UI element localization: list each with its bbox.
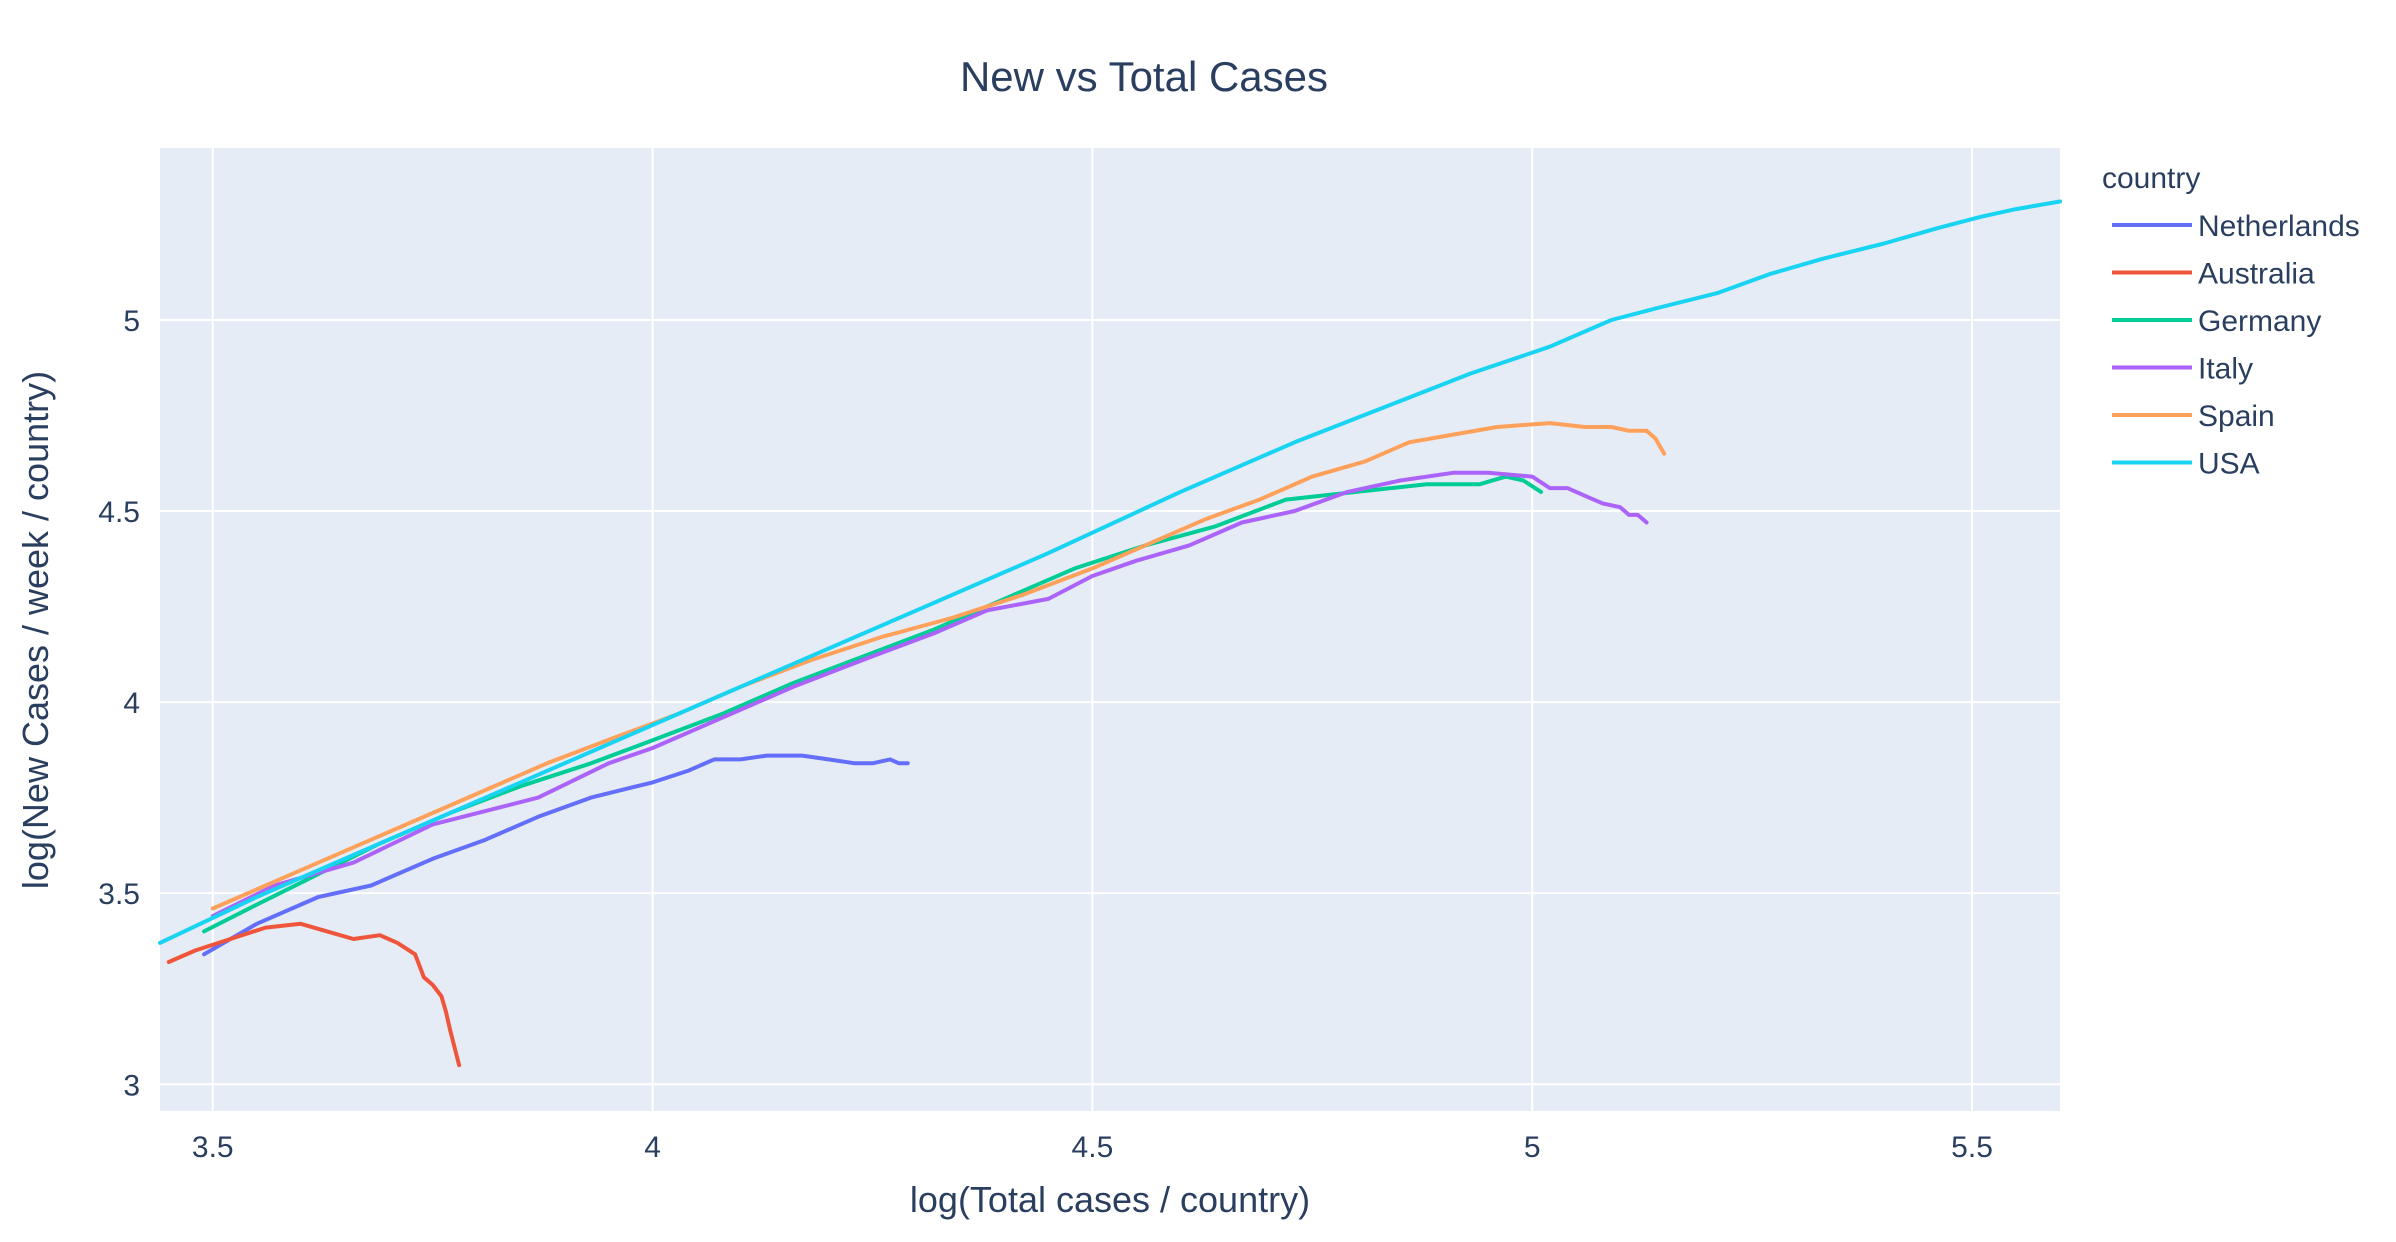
legend-label: Spain [2198,400,2275,433]
legend: country Netherlands Australia Germany Italy… [2102,162,2360,481]
series-line-australia [166,921,462,1068]
legend-item-germany[interactable]: Germany [2112,305,2321,338]
plot-area [160,148,2060,1111]
y-tick-label: 5 [123,305,140,338]
tick-labels: 3.5 4 4.5 5 5.5 3 3.5 4 4.5 5 [98,305,1993,1164]
x-tick-label: 5 [1524,1131,1541,1164]
gridlines [160,148,2060,1111]
legend-label: Australia [2198,258,2315,291]
y-tick-label: 3 [123,1069,140,1102]
series-lines [158,199,2062,1068]
legend-item-usa[interactable]: USA [2112,448,2260,481]
y-tick-label: 4 [123,687,140,720]
legend-label: USA [2198,448,2260,481]
x-tick-label: 4.5 [1072,1131,1114,1164]
legend-item-australia[interactable]: Australia [2112,258,2315,291]
series-line-spain [210,421,1667,911]
legend-title: country [2102,162,2200,195]
chart-title: New vs Total Cases [960,53,1328,100]
y-axis-title: log(New Cases / week / country) [15,371,56,889]
series-line-netherlands [202,753,910,957]
x-tick-label: 5.5 [1951,1131,1993,1164]
legend-item-italy[interactable]: Italy [2112,353,2253,386]
x-tick-label: 3.5 [192,1131,234,1164]
legend-label: Netherlands [2198,210,2360,243]
legend-label: Italy [2198,353,2253,386]
series-line-usa [158,199,2062,945]
legend-label: Germany [2198,305,2321,338]
y-tick-label: 3.5 [98,878,140,911]
x-tick-label: 4 [644,1131,661,1164]
legend-item-netherlands[interactable]: Netherlands [2112,210,2360,243]
y-tick-label: 4.5 [98,496,140,529]
x-axis-title: log(Total cases / country) [910,1179,1310,1220]
series-line-italy [210,470,1649,919]
legend-item-spain[interactable]: Spain [2112,400,2275,433]
